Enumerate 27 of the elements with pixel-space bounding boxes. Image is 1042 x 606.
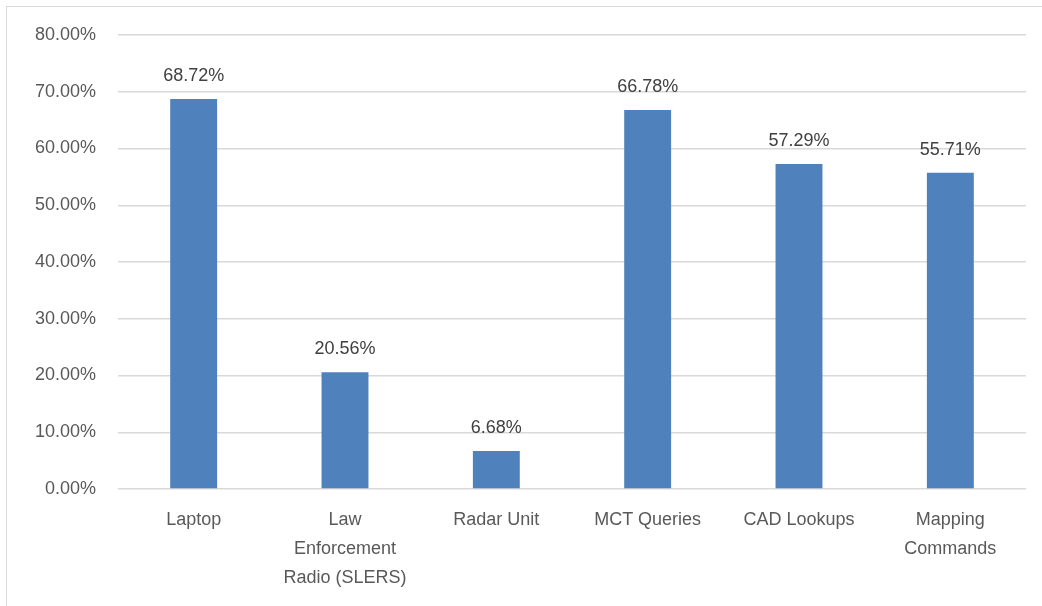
bar: [926, 172, 974, 489]
x-tick-label: Mapping Commands: [904, 509, 997, 559]
y-tick-label: 0.00%: [44, 477, 96, 498]
x-tick-label: MCT Queries: [594, 509, 702, 530]
bar: [170, 99, 218, 489]
bar: [624, 110, 672, 489]
y-tick-label: 40.00%: [34, 250, 96, 271]
x-tick-label: Law Enforcement Radio (SLERS): [283, 509, 407, 587]
y-tick-label: 70.00%: [34, 80, 96, 101]
y-tick-label: 60.00%: [34, 137, 96, 158]
y-tick-label: 30.00%: [34, 307, 96, 328]
data-label: 68.72%: [163, 65, 225, 86]
y-tick-label: 80.00%: [34, 23, 96, 44]
y-tick-label: 50.00%: [34, 194, 96, 215]
data-label: 20.56%: [314, 338, 376, 359]
x-tick-label: CAD Lookups: [743, 509, 855, 530]
bar: [321, 372, 369, 489]
y-tick-label: 20.00%: [34, 364, 96, 385]
bar: [775, 163, 823, 489]
data-label: 55.71%: [919, 138, 981, 159]
bar: [472, 451, 520, 489]
y-tick-label: 10.00%: [34, 421, 96, 442]
data-label: 66.78%: [617, 76, 679, 97]
x-tick-label: Radar Unit: [453, 509, 540, 530]
data-label: 57.29%: [768, 129, 830, 150]
data-label: 6.68%: [470, 417, 522, 438]
x-tick-label: Laptop: [166, 509, 222, 530]
